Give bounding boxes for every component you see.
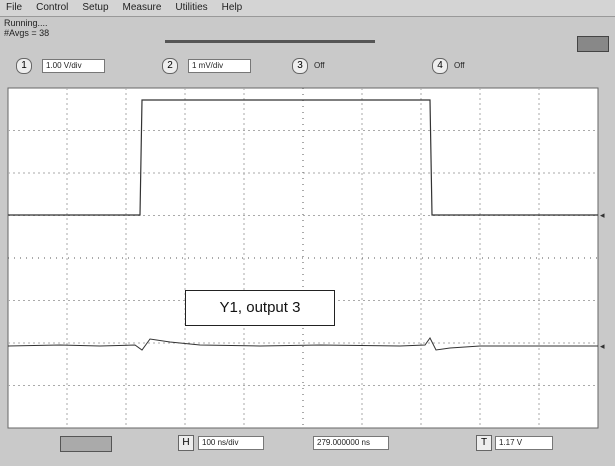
timebase-position[interactable]: 279.000000 ns <box>313 436 389 450</box>
channel-number[interactable]: 2 <box>162 58 178 74</box>
menu-item[interactable]: Utilities <box>175 2 208 13</box>
display: ◂ ◂ <box>7 87 605 429</box>
channel-2-trace <box>7 337 598 351</box>
channel-1-trace <box>8 99 598 216</box>
channel-marker: ◂ <box>600 341 605 351</box>
channel-scale[interactable]: 1 mV/div <box>188 59 251 73</box>
menu-bar: File Control Setup Measure Utilities Help <box>0 0 615 17</box>
progress-bar <box>165 40 375 43</box>
channel-number[interactable]: 4 <box>432 58 448 74</box>
center-axes <box>8 88 598 428</box>
channel-scale[interactable]: Off <box>454 61 465 70</box>
window-buttons[interactable] <box>577 36 609 52</box>
channel-number[interactable]: 1 <box>16 58 32 74</box>
menu-item[interactable]: Help <box>221 2 243 13</box>
channel-scale[interactable]: 1.00 V/div <box>42 59 105 73</box>
timebase-label: H <box>178 435 194 451</box>
annotation: Y1, output 3 <box>185 290 335 326</box>
averages: #Avgs = 38 <box>4 28 50 38</box>
menu-item[interactable]: File <box>6 2 23 13</box>
timebase-scale[interactable]: 100 ns/div <box>198 436 264 450</box>
channel-marker: ◂ <box>600 210 605 220</box>
menu-item[interactable]: Measure <box>122 2 162 13</box>
status: Running.... #Avgs = 38 <box>4 18 49 38</box>
channel-scale[interactable]: Off <box>314 61 325 70</box>
trigger-level[interactable]: 1.17 V <box>495 436 553 450</box>
trigger-label: T <box>476 435 492 451</box>
run-state: Running.... <box>4 18 48 28</box>
menu-item[interactable]: Setup <box>82 2 109 13</box>
menu-item[interactable]: Control <box>36 2 69 13</box>
acquire-buttons[interactable] <box>60 436 112 452</box>
channel-number[interactable]: 3 <box>292 58 308 74</box>
